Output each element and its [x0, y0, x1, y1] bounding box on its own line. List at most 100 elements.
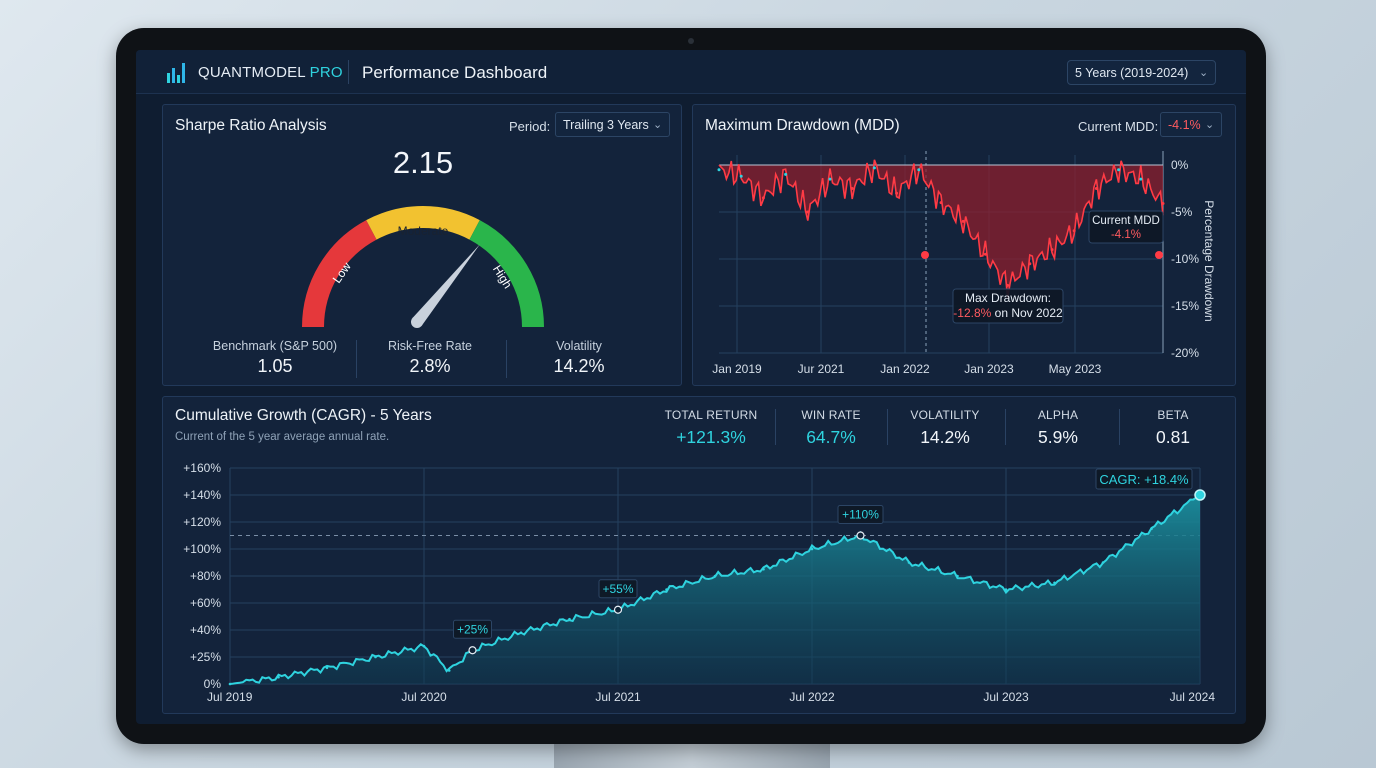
kpi-divider: [887, 409, 888, 445]
chevron-down-icon: ⌄: [1199, 67, 1209, 79]
brand-name: QUANTMODEL PRO: [198, 64, 343, 81]
risk-free-rate-label: Risk-Free Rate: [387, 339, 473, 353]
drawdown-point: [806, 210, 810, 214]
growth-point: [762, 567, 765, 571]
drawdown-point: [917, 168, 921, 172]
date-range-select[interactable]: 5 Years (2019-2024) ⌄: [1067, 60, 1216, 85]
milestone-label: +25%: [457, 622, 488, 636]
milestone-callout: [598, 579, 638, 599]
growth-point: [956, 574, 959, 578]
current-mdd-value: -4.1%: [1168, 118, 1201, 132]
drawdown-point: [961, 219, 965, 223]
milestone-marker: [613, 605, 623, 614]
kpi-volatility-value: 14.2%: [920, 427, 970, 447]
volatility-label: Volatility: [556, 339, 602, 353]
drawdown-line: [718, 159, 1164, 299]
drawdown-marker: [921, 251, 929, 259]
y-tick-label: +25%: [190, 650, 221, 664]
benchmark-stat: Benchmark (S&P 500) 1.05: [203, 339, 347, 377]
gauge-low-segment: [302, 220, 377, 328]
drawdown-point: [1094, 187, 1098, 190]
growth-point: [810, 547, 814, 551]
period-select[interactable]: Trailing 3 Years ⌄: [555, 112, 670, 137]
growth-point: [374, 655, 377, 659]
max-drawdown-callout: [952, 288, 1064, 324]
date-range-value: 5 Years (2019-2024): [1075, 66, 1189, 80]
cagr-callout: [1095, 468, 1193, 490]
growth-point: [1004, 588, 1008, 591]
page-title: Performance Dashboard: [362, 63, 548, 82]
max-drawdown-panel: 0% -5% -10% -15% -20% Jan 2019 Jur 2021 Jan 202…: [692, 104, 1236, 386]
period-value: Trailing 3 Years: [563, 118, 649, 132]
kpi-volatility-label: VOLATILITY: [910, 408, 980, 422]
y-tick-label: +140%: [183, 488, 221, 502]
drawdown-point: [1072, 229, 1076, 233]
sharpe-ratio-panel: Sharpe Ratio Analysis Period: Trailing 3…: [162, 104, 682, 386]
y-axis-label: Percentage Drawdown: [1202, 200, 1216, 321]
period-label: Period:: [509, 119, 551, 134]
volatility-value: 14.2%: [553, 356, 605, 376]
kpi-divider: [775, 409, 776, 445]
current-mdd-marker: [1155, 251, 1163, 259]
drawdown-point: [1006, 283, 1010, 287]
drawdown-panel-title: Maximum Drawdown (MDD): [705, 117, 900, 134]
kpi-total-return-label: TOTAL RETURN: [664, 408, 758, 422]
drawdown-point: [761, 196, 765, 200]
x-tick-label: Jul 2021: [595, 690, 641, 704]
growth-point: [422, 644, 426, 648]
y-tick-label: +80%: [190, 569, 221, 583]
sharpe-gauge: Moderate Low High: [302, 206, 544, 328]
brand-name-main: QUANTMODEL: [198, 64, 306, 81]
x-tick-label: Jul 2024: [1170, 690, 1216, 704]
dashboard-screen: QUANTMODEL PRO Performance Dashboard 5 Y…: [136, 50, 1246, 724]
bar-chart-logo-icon: [167, 63, 185, 83]
gauge-high-segment: [469, 220, 544, 328]
current-mdd-select[interactable]: -4.1% ⌄: [1160, 112, 1222, 137]
kpi-win-rate-value: 64.7%: [806, 427, 856, 447]
gauge-needle: [412, 244, 480, 326]
x-tick-label: Jan 2023: [964, 362, 1014, 376]
top-bar: QUANTMODEL PRO Performance Dashboard 5 Y…: [136, 50, 1246, 94]
growth-point: [713, 574, 717, 578]
cumulative-growth-panel: +160% +140% +120% +100% +80% +60% +40% +25% 0% Ju…: [162, 396, 1236, 714]
kpi-divider: [1005, 409, 1006, 445]
max-drawdown-callout-value: -12.8% on Nov 2022: [953, 306, 1063, 320]
kpi-alpha: ALPHA 5.9%: [1015, 408, 1101, 448]
growth-panel-title: Cumulative Growth (CAGR) - 5 Years: [175, 407, 432, 424]
drawdown-point: [1050, 248, 1054, 252]
brand-name-accent: PRO: [309, 64, 343, 81]
current-mdd-callout-value: -4.1%: [1111, 229, 1141, 241]
drawdown-point: [850, 187, 854, 190]
drawdown-point: [784, 172, 788, 176]
growth-point: [665, 588, 668, 591]
growth-point: [568, 617, 571, 621]
benchmark-value: 1.05: [257, 356, 293, 376]
risk-free-rate-value: 2.8%: [409, 356, 451, 376]
drawdown-point: [1161, 202, 1165, 206]
kpi-win-rate: WIN RATE 64.7%: [785, 408, 877, 448]
growth-panel-subtitle: Current of the 5 year average annual rat…: [175, 431, 390, 443]
milestone-label: +55%: [602, 582, 633, 596]
growth-point: [907, 561, 911, 564]
gauge-needle-hub: [411, 316, 423, 328]
stat-divider: [356, 340, 357, 378]
drawdown-point: [717, 168, 721, 172]
growth-point: [1053, 581, 1056, 585]
y-tick-label: -5%: [1171, 205, 1193, 219]
drawdown-point: [939, 201, 943, 205]
x-tick-label: Jul 2022: [789, 690, 835, 704]
growth-point: [447, 669, 451, 672]
cagr-label: CAGR: +18.4%: [1099, 472, 1189, 487]
benchmark-label: Benchmark (S&P 500): [212, 339, 338, 353]
sharpe-ratio-value: 2.15: [392, 145, 454, 180]
drawdown-area: [719, 159, 1163, 298]
y-tick-label: 0%: [204, 677, 222, 691]
milestone-marker: [856, 531, 865, 540]
growth-point: [228, 682, 232, 686]
milestone-label: +110%: [842, 508, 879, 522]
kpi-total-return: TOTAL RETURN +121.3%: [653, 408, 769, 448]
monitor-frame: QUANTMODEL PRO Performance Dashboard 5 Y…: [116, 28, 1266, 744]
growth-point: [519, 631, 523, 634]
chevron-down-icon: ⌄: [1205, 119, 1215, 131]
growth-point: [325, 666, 329, 670]
